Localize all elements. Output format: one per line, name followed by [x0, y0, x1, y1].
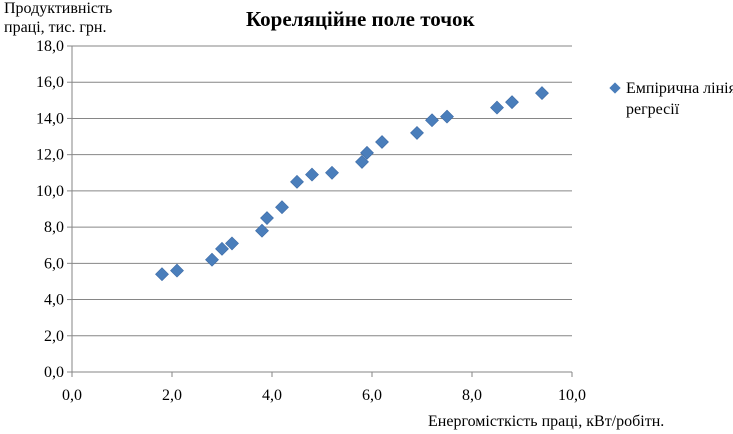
data-point-0-11 [355, 154, 369, 169]
data-point-0-16 [440, 109, 454, 124]
y-tick-label-0: 0,0 [44, 364, 64, 381]
x-tick-label-2: 4,0 [262, 387, 282, 404]
y-tick-label-6: 12,0 [36, 147, 64, 164]
data-point-0-19 [535, 86, 549, 101]
data-point-0-18 [505, 95, 519, 110]
y-tick-label-7: 14,0 [36, 110, 64, 127]
y-tick-label-8: 16,0 [36, 74, 64, 91]
data-point-0-15 [425, 113, 439, 128]
data-point-0-0 [155, 267, 169, 282]
data-point-0-17 [490, 100, 504, 115]
y-tick-label-4: 8,0 [44, 219, 64, 236]
y-axis-title-line-1: Продуктивність [4, 0, 113, 17]
y-tick-label-2: 4,0 [44, 292, 64, 309]
data-point-0-14 [410, 126, 424, 140]
y-axis-title-line-2: праці, тис. грн. [4, 19, 107, 36]
data-point-0-4 [225, 236, 239, 251]
x-axis-title: Енергомісткість праці, кВт/робітн. [428, 413, 665, 430]
x-tick-label-5: 10,0 [558, 387, 586, 404]
data-point-0-12 [360, 145, 374, 160]
data-point-0-2 [205, 252, 219, 267]
chart-title: Кореляційне поле точок [246, 7, 475, 31]
y-tick-label-9: 18,0 [36, 38, 64, 55]
x-tick-label-1: 2,0 [162, 387, 182, 404]
x-tick-label-3: 6,0 [362, 387, 382, 404]
data-point-0-13 [375, 135, 389, 149]
legend-label: Емпірична лінія регресії [626, 80, 733, 118]
x-tick-label-0: 0,0 [62, 387, 82, 404]
y-tick-label-5: 10,0 [36, 183, 64, 200]
data-point-0-5 [255, 223, 269, 238]
x-tick-label-4: 8,0 [462, 387, 482, 404]
data-point-0-9 [305, 167, 319, 182]
data-point-0-1 [170, 263, 184, 278]
data-point-0-7 [275, 200, 289, 215]
data-point-0-8 [290, 174, 304, 189]
y-tick-label-1: 2,0 [44, 328, 64, 345]
data-point-0-3 [215, 241, 229, 256]
y-tick-label-3: 6,0 [44, 255, 64, 272]
data-point-0-10 [325, 165, 339, 180]
data-point-0-6 [260, 211, 274, 225]
